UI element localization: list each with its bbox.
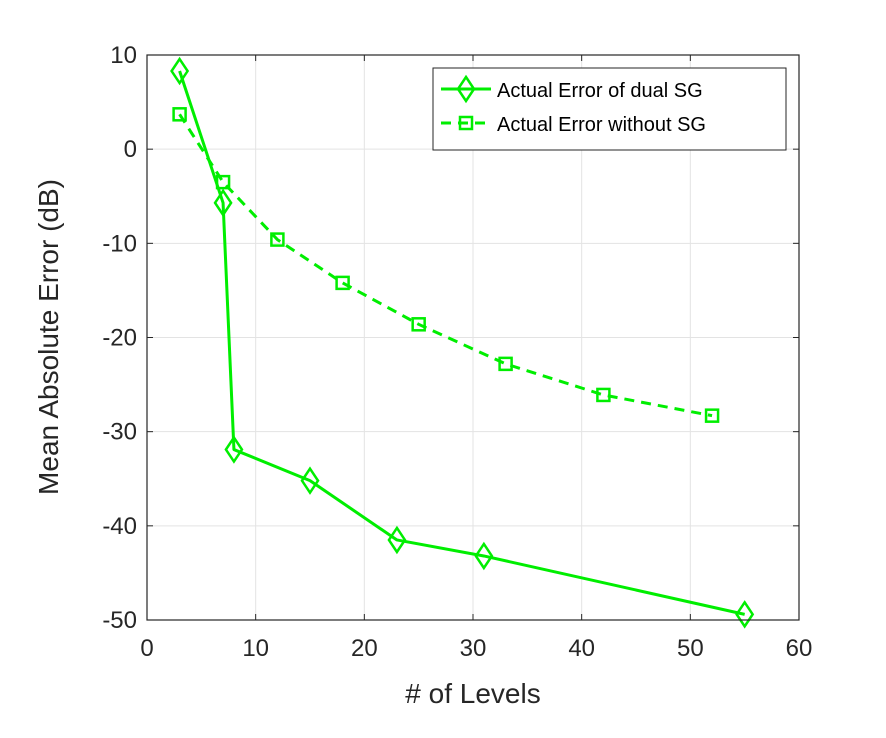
data-point bbox=[215, 174, 231, 190]
data-point bbox=[170, 56, 190, 86]
data-point bbox=[411, 317, 426, 332]
y-tick-label: 10 bbox=[110, 42, 137, 69]
series-2 bbox=[172, 107, 720, 423]
legend-marker bbox=[458, 115, 474, 131]
legend-box bbox=[432, 67, 787, 151]
x-tick-label: 20 bbox=[351, 635, 378, 662]
data-point bbox=[172, 107, 187, 122]
data-point bbox=[735, 600, 755, 629]
series-line bbox=[178, 70, 745, 616]
x-tick-label: 10 bbox=[242, 635, 269, 662]
legend-swatch bbox=[441, 115, 491, 131]
y-axis-label: Mean Absolute Error (dB) bbox=[33, 179, 64, 495]
x-tick-label: 30 bbox=[460, 635, 487, 662]
series-line bbox=[178, 113, 713, 418]
x-axis-ticks: 0 10 20 30 40 50 60 bbox=[140, 55, 812, 662]
data-point bbox=[387, 525, 407, 555]
x-axis-label: # of Levels bbox=[405, 678, 540, 709]
y-tick-label: -40 bbox=[102, 513, 137, 540]
y-tick-label: -30 bbox=[102, 419, 137, 446]
y-tick-label: -10 bbox=[102, 230, 137, 257]
legend-label-without-sg: Actual Error without SG bbox=[497, 114, 706, 136]
x-tick-label: 0 bbox=[140, 635, 153, 662]
series-1 bbox=[170, 56, 755, 629]
legend-entries bbox=[441, 74, 491, 131]
legend-label-dual-sg: Actual Error of dual SG bbox=[497, 80, 703, 102]
data-point bbox=[224, 435, 244, 464]
series-layer bbox=[170, 56, 755, 629]
legend-marker bbox=[456, 74, 476, 104]
data-point bbox=[213, 188, 233, 218]
x-tick-label: 40 bbox=[568, 635, 595, 662]
y-axis-ticks: 10 0 -10 -20 -30 -40 -50 bbox=[102, 42, 799, 634]
data-point bbox=[300, 466, 320, 495]
y-tick-label: -50 bbox=[102, 607, 137, 634]
x-tick-label: 60 bbox=[786, 635, 813, 662]
data-point bbox=[474, 541, 494, 571]
x-tick-label: 50 bbox=[677, 635, 704, 662]
y-tick-label: 0 bbox=[124, 136, 137, 163]
legend-swatch bbox=[441, 74, 491, 104]
data-point bbox=[704, 408, 720, 423]
data-point bbox=[596, 387, 611, 403]
data-point bbox=[335, 275, 350, 291]
y-tick-label: -20 bbox=[102, 325, 137, 352]
data-point bbox=[498, 356, 513, 372]
data-point bbox=[270, 232, 285, 247]
legend: Actual Error of dual SG Actual Error wit… bbox=[432, 67, 787, 151]
